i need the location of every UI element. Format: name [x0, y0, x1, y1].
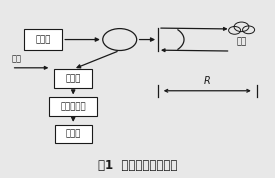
- Bar: [24, 29, 62, 50]
- Bar: [49, 97, 97, 116]
- Text: 接收机: 接收机: [65, 74, 81, 83]
- Text: 目标: 目标: [236, 37, 247, 46]
- Text: R: R: [204, 76, 211, 86]
- Text: 噪声: 噪声: [12, 54, 22, 63]
- Text: 发射机: 发射机: [35, 35, 51, 44]
- Text: 图1  雷达系统工作原理: 图1 雷达系统工作原理: [98, 159, 177, 172]
- Bar: [54, 69, 92, 88]
- Text: 信号处理机: 信号处理机: [60, 102, 86, 111]
- Text: 显示器: 显示器: [65, 130, 81, 138]
- Bar: [55, 125, 92, 143]
